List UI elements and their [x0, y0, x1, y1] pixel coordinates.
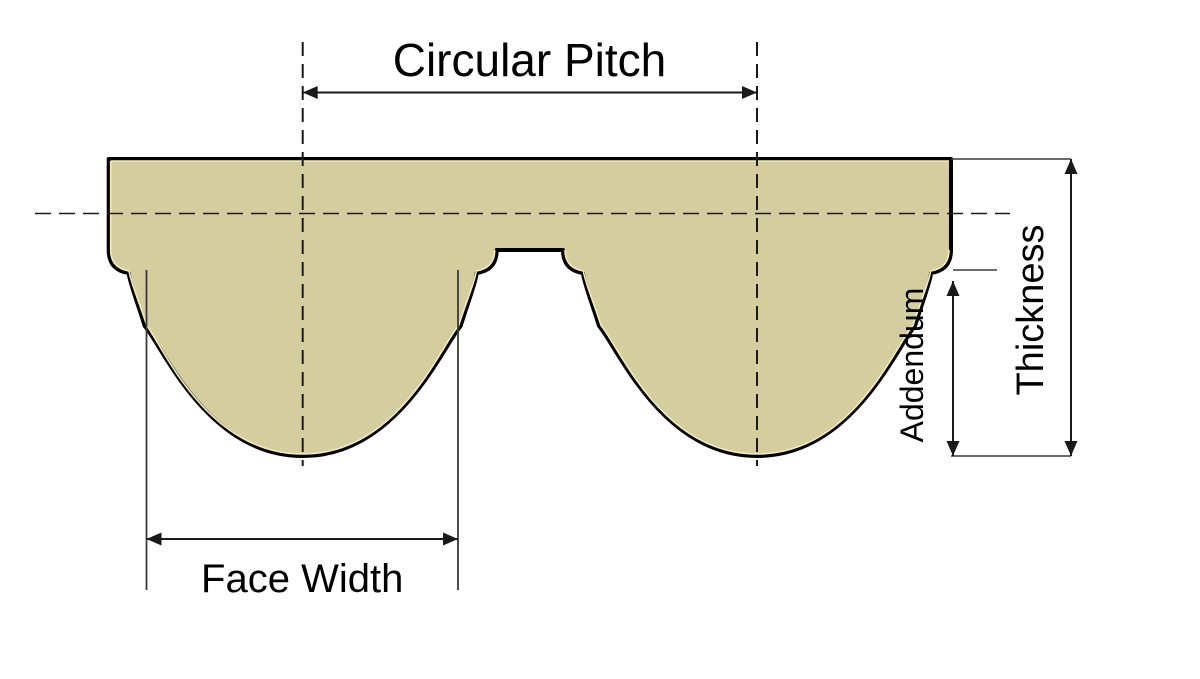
svg-text:Face Width: Face Width — [201, 557, 403, 601]
svg-text:Circular Pitch: Circular Pitch — [393, 34, 667, 86]
svg-text:Thickness: Thickness — [1010, 224, 1052, 395]
svg-text:Addendum: Addendum — [894, 288, 930, 443]
